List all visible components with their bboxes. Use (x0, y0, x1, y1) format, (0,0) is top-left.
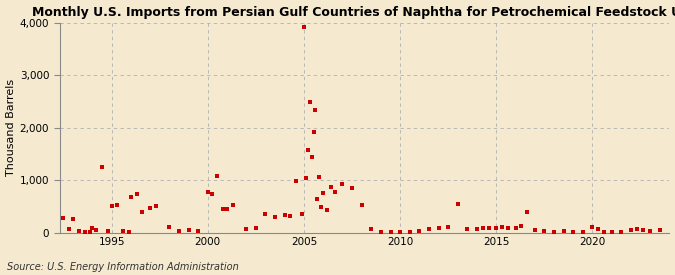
Point (218, 207, 229, 211)
Point (337, 182, 348, 186)
Point (270, 214, 281, 219)
Point (173, 229, 184, 233)
Point (587, 225, 598, 229)
Point (616, 230, 627, 235)
Point (74, 229, 84, 233)
Point (279, 213, 290, 217)
Point (599, 229, 610, 234)
Point (549, 229, 560, 234)
Point (306, 155, 317, 159)
Point (452, 202, 463, 206)
Point (310, 108, 321, 112)
Point (443, 225, 454, 230)
Point (58, 216, 69, 220)
Point (193, 229, 204, 233)
Point (477, 226, 488, 230)
Point (112, 203, 123, 207)
Point (375, 229, 386, 234)
Point (314, 175, 325, 179)
Point (497, 225, 508, 229)
Point (502, 226, 513, 230)
Point (404, 230, 415, 235)
Point (137, 209, 148, 214)
Point (241, 227, 252, 232)
Point (385, 230, 396, 234)
Point (329, 189, 340, 194)
Point (291, 178, 302, 183)
Point (593, 227, 603, 231)
Point (304, 100, 315, 104)
Point (655, 228, 666, 233)
Point (316, 205, 327, 209)
Title: Monthly U.S. Imports from Persian Gulf Countries of Naphtha for Petrochemical Fe: Monthly U.S. Imports from Persian Gulf C… (32, 6, 675, 18)
Point (462, 227, 473, 232)
Point (206, 192, 217, 196)
Point (558, 229, 569, 233)
Point (300, 176, 311, 180)
Point (151, 204, 161, 208)
Point (318, 191, 329, 196)
Point (356, 203, 367, 207)
Point (578, 230, 589, 234)
Point (212, 174, 223, 178)
Point (529, 228, 540, 232)
Point (472, 227, 483, 231)
Point (68, 217, 78, 222)
Point (414, 229, 425, 233)
Point (510, 226, 521, 230)
Point (296, 212, 307, 216)
Point (49, 199, 59, 203)
Point (202, 189, 213, 194)
Point (631, 227, 642, 231)
Point (117, 229, 128, 233)
Point (144, 206, 155, 210)
Point (260, 212, 271, 216)
Point (227, 203, 238, 207)
Point (366, 227, 377, 232)
Point (302, 147, 313, 152)
Point (433, 226, 444, 230)
Point (347, 186, 358, 191)
Point (91, 228, 102, 232)
Point (325, 185, 336, 190)
Point (126, 195, 136, 199)
Point (568, 229, 578, 234)
Point (97, 165, 107, 169)
Point (522, 210, 533, 214)
Point (87, 226, 98, 230)
Point (645, 229, 655, 233)
Point (539, 229, 550, 233)
Point (606, 230, 617, 234)
Point (85, 230, 96, 235)
Point (285, 214, 296, 218)
Point (321, 208, 332, 212)
Point (64, 227, 75, 232)
Y-axis label: Thousand Barrels: Thousand Barrels (5, 79, 16, 176)
Text: Source: U.S. Energy Information Administration: Source: U.S. Energy Information Administ… (7, 262, 238, 272)
Point (308, 130, 319, 134)
Point (424, 227, 435, 232)
Point (516, 224, 526, 228)
Point (626, 228, 637, 233)
Point (103, 229, 113, 233)
Point (53, 202, 63, 206)
Point (106, 204, 117, 208)
Point (183, 228, 194, 232)
Point (312, 197, 323, 202)
Point (221, 207, 232, 212)
Point (637, 228, 648, 232)
Point (395, 230, 406, 234)
Point (250, 226, 261, 230)
Point (79, 230, 90, 234)
Point (483, 226, 494, 230)
Point (124, 229, 134, 234)
Point (491, 226, 502, 230)
Point (298, 24, 309, 29)
Point (164, 225, 175, 230)
Point (131, 192, 142, 196)
